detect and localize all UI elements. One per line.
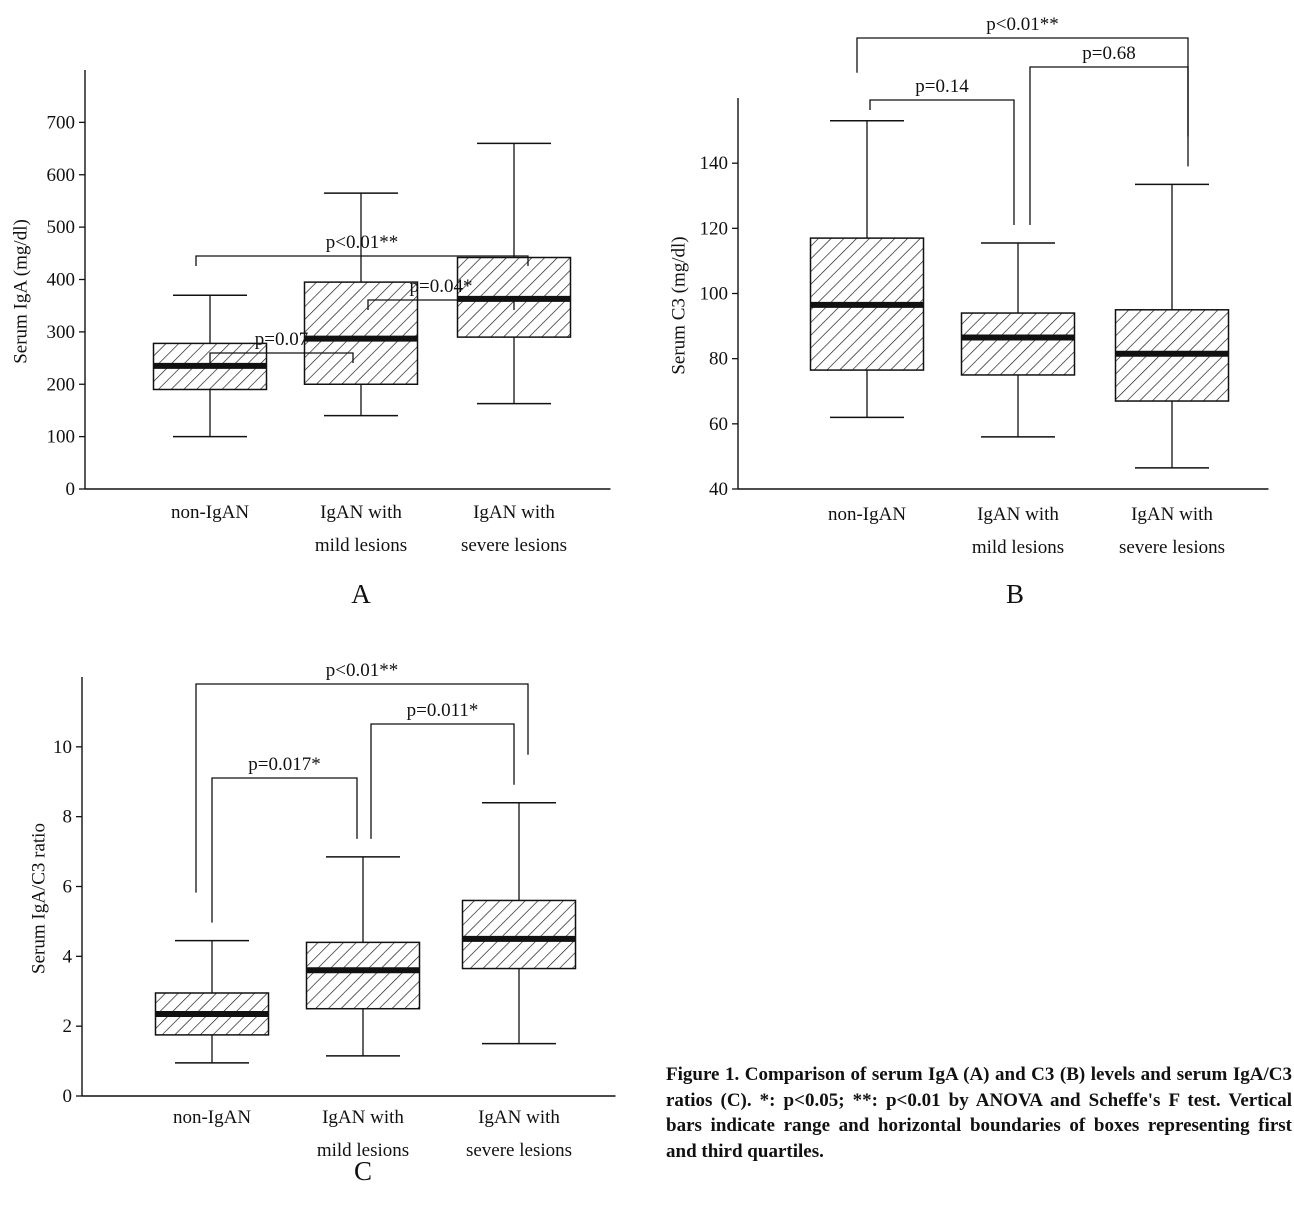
category-label: non-IgAN xyxy=(171,502,249,523)
y-axis-label: Serum IgA/C3 ratio xyxy=(29,823,50,974)
category-label: IgAN with xyxy=(977,504,1059,525)
figure-caption: Figure 1. Comparison of serum IgA (A) an… xyxy=(666,1064,1292,1162)
significance-bracket xyxy=(195,683,529,893)
y-tick-label: 8 xyxy=(63,807,73,828)
p-value-label: p=0.04* xyxy=(410,276,473,297)
y-tick-label: 2 xyxy=(63,1016,73,1037)
panel-c-chart: 0 2 4 6 8 10 Serum IgA/C3 ratio non-IgAN IgAN wi… xyxy=(29,660,616,1186)
p-value-label: p=0.68 xyxy=(1082,43,1135,64)
category-label: severe lesions xyxy=(461,535,567,556)
y-tick-label: 100 xyxy=(700,284,729,305)
y-tick-label: 200 xyxy=(47,374,76,395)
panel-letter: A xyxy=(351,579,371,609)
y-tick-label: 100 xyxy=(47,427,76,448)
significance-bracket xyxy=(367,299,515,310)
box-iqr xyxy=(960,312,1076,376)
panel-letter: C xyxy=(354,1156,372,1186)
y-tick-label: 500 xyxy=(47,217,76,238)
significance-bracket xyxy=(211,777,358,923)
category-label: mild lesions xyxy=(317,1140,409,1161)
panel-b-chart: 40 60 80 100 120 140 Serum C3 (mg/dl) non-IgAN I… xyxy=(669,14,1269,609)
significance-bracket xyxy=(1029,66,1189,225)
y-tick-label: 80 xyxy=(709,349,728,370)
category-label: mild lesions xyxy=(972,537,1064,558)
y-tick-label: 4 xyxy=(63,946,73,967)
y-axis-label: Serum IgA (mg/dl) xyxy=(11,219,32,364)
y-tick-label: 60 xyxy=(709,414,728,435)
y-tick-label: 400 xyxy=(47,270,76,291)
y-tick-label: 6 xyxy=(63,877,73,898)
p-value-label: p=0.14 xyxy=(915,76,969,97)
panel-a-chart: 0 100 200 300 400 500 600 700 Serum IgA (mg/dl) n… xyxy=(11,70,611,609)
p-value-label: p<0.01** xyxy=(326,232,398,253)
significance-bracket xyxy=(209,352,354,363)
significance-bracket xyxy=(869,99,1015,225)
category-label: IgAN with xyxy=(473,502,555,523)
category-label: IgAN with xyxy=(478,1107,560,1128)
y-tick-label: 40 xyxy=(709,479,728,500)
category-label: IgAN with xyxy=(1131,504,1213,525)
panel-letter: B xyxy=(1006,579,1024,609)
category-label: non-IgAN xyxy=(173,1107,251,1128)
y-tick-label: 0 xyxy=(66,479,76,500)
category-label: IgAN with xyxy=(322,1107,404,1128)
significance-bracket xyxy=(856,37,1189,137)
significance-bracket xyxy=(195,255,529,266)
y-tick-label: 700 xyxy=(47,112,76,133)
category-label: severe lesions xyxy=(1119,537,1225,558)
p-value-label: p=0.011* xyxy=(407,700,479,721)
box-iqr xyxy=(461,899,577,970)
y-tick-label: 140 xyxy=(700,153,729,174)
p-value-label: p=0.07 xyxy=(255,329,308,350)
category-label: severe lesions xyxy=(466,1140,572,1161)
y-tick-label: 120 xyxy=(700,218,729,239)
category-label: non-IgAN xyxy=(828,504,906,525)
p-value-label: p<0.01** xyxy=(986,14,1058,35)
y-axis-label: Serum C3 (mg/dl) xyxy=(669,236,690,374)
category-label: mild lesions xyxy=(315,535,407,556)
p-value-label: p=0.017* xyxy=(248,754,320,775)
significance-bracket xyxy=(370,723,515,839)
category-label: IgAN with xyxy=(320,502,402,523)
y-tick-label: 600 xyxy=(47,165,76,186)
p-value-label: p<0.01** xyxy=(326,660,398,681)
y-tick-label: 300 xyxy=(47,322,76,343)
y-tick-label: 0 xyxy=(63,1086,73,1107)
box-iqr xyxy=(305,941,421,1010)
box-iqr xyxy=(303,281,419,385)
y-tick-label: 10 xyxy=(53,737,72,758)
